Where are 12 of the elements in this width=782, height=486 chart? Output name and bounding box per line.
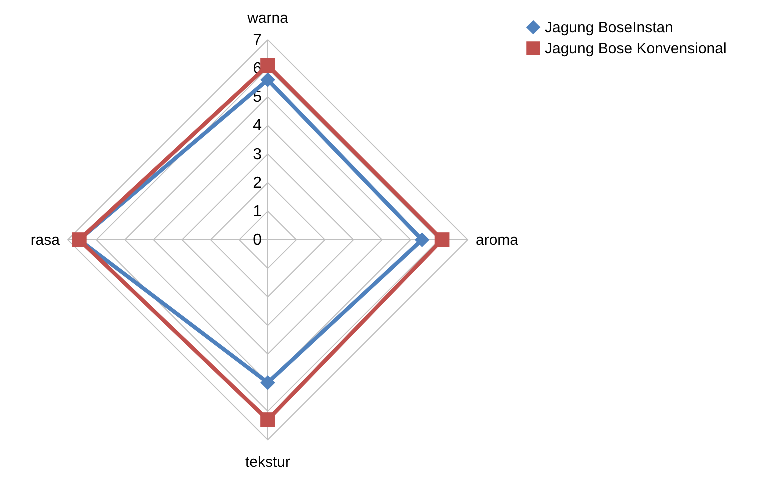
y-tick-label: 1 [253,203,262,220]
legend-label: Jagung BoseInstan [545,20,674,36]
spoke-label: aroma [476,232,520,249]
y-tick-label: 4 [253,118,262,135]
spoke-label: tekstur [245,454,291,471]
spoke-label: warna [246,10,290,27]
y-tick-label: 0 [253,232,262,249]
spoke-label: rasa [30,232,61,249]
y-tick-label: 2 [253,174,262,192]
y-tick-label: 7 [253,32,262,49]
y-tick-label: 3 [253,146,262,164]
legend-label: Jagung Bose Konvensional [545,40,727,58]
